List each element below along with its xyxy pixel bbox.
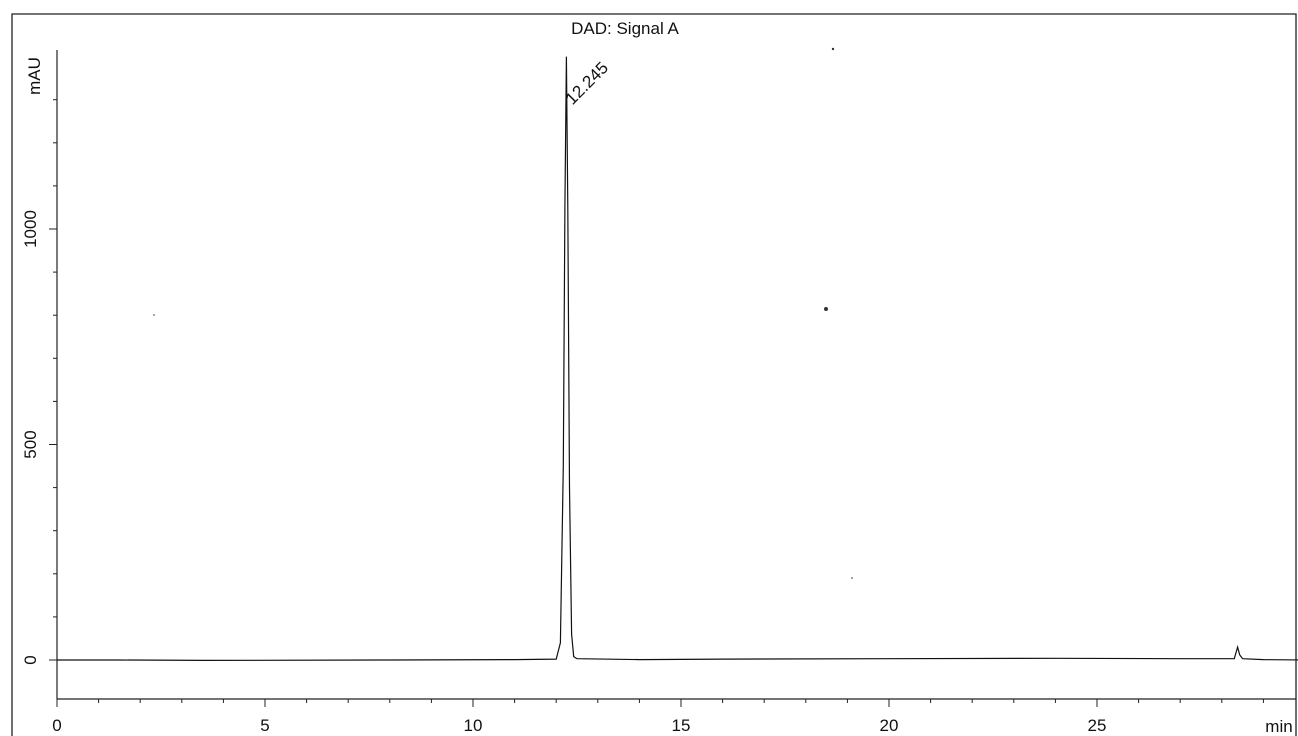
y-axis-label: mAU <box>25 57 44 95</box>
x-axis-ticks: 0 5 10 15 20 25 <box>52 699 1264 735</box>
outer-frame <box>11 13 1297 736</box>
signal-trace-layer <box>57 56 1298 662</box>
x-tick-label: 10 <box>464 716 483 735</box>
x-axis-label: min <box>1265 717 1292 736</box>
x-tick-label: 0 <box>52 716 61 735</box>
x-tick-label: 15 <box>672 716 691 735</box>
axes <box>56 50 1296 700</box>
scan-specks <box>153 47 853 579</box>
y-tick-label: 1000 <box>21 210 40 248</box>
peak-retention-label: 12.245 <box>562 58 612 108</box>
signal-trace <box>57 56 1298 662</box>
chart-title: DAD: Signal A <box>571 19 679 38</box>
y-tick-label: 500 <box>21 430 40 458</box>
x-tick-label: 5 <box>260 716 269 735</box>
y-axis-ticks: 0 500 1000 <box>21 99 57 665</box>
x-tick-label: 20 <box>880 716 899 735</box>
plot-frame <box>11 13 1297 736</box>
peak-annotations: 12.245 <box>562 58 612 108</box>
y-tick-label: 0 <box>21 655 40 664</box>
x-tick-label: 25 <box>1088 716 1107 735</box>
